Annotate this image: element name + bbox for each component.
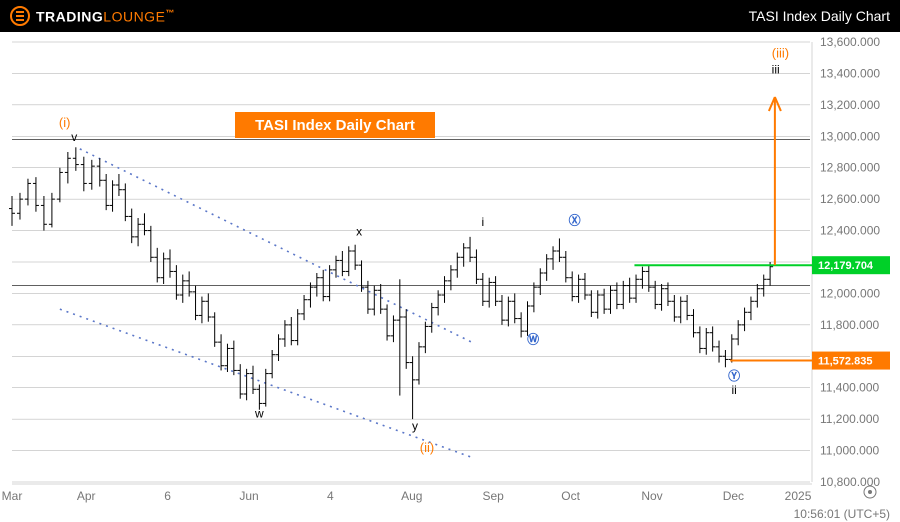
logo-icon xyxy=(10,6,30,26)
x-tick-label: 2025 xyxy=(785,489,812,503)
wave-label: (iii) xyxy=(772,46,789,61)
y-tick-label: 12,600.000 xyxy=(820,192,880,206)
wave-label: x xyxy=(356,224,362,238)
wave-label: v xyxy=(71,130,77,144)
x-tick-label: Oct xyxy=(561,489,580,503)
y-tick-label: 12,400.000 xyxy=(820,224,880,238)
svg-text:12,179.704: 12,179.704 xyxy=(818,260,874,272)
y-tick-label: 12,800.000 xyxy=(820,161,880,175)
y-tick-label: 11,400.000 xyxy=(820,381,879,395)
x-tick-label: Nov xyxy=(641,489,662,503)
x-tick-label: Jun xyxy=(239,489,258,503)
channel-upper xyxy=(80,149,475,344)
wave-label: iii xyxy=(772,62,780,76)
y-tick-label: 12,000.000 xyxy=(820,286,880,300)
wave-label: (ii) xyxy=(420,440,434,455)
x-tick-label: Dec xyxy=(723,489,744,503)
wave-label: y xyxy=(412,419,418,433)
wave-label: Ⓨ xyxy=(728,368,740,383)
chart-area[interactable]: 10,800.000 11,000.000 11,200.000 11,400.000… xyxy=(0,32,900,522)
y-tick-label: 11,800.000 xyxy=(820,318,879,332)
svg-text:11,572.835: 11,572.835 xyxy=(818,356,872,368)
wave-label: Ⓦ xyxy=(527,332,539,347)
x-tick-label: Aug xyxy=(401,489,422,503)
wave-label: Ⓧ xyxy=(569,212,581,227)
brand-text: TRADINGLOUNGE™ xyxy=(36,8,175,25)
brand-logo: TRADINGLOUNGE™ xyxy=(10,6,175,26)
header-title: TASI Index Daily Chart xyxy=(749,8,890,24)
y-tick-label: 10,800.000 xyxy=(820,475,880,489)
y-tick-label: 11,200.000 xyxy=(820,412,879,426)
chart-title: TASI Index Daily Chart xyxy=(255,117,415,134)
wave-label: w xyxy=(254,407,264,421)
header-bar: TRADINGLOUNGE™ TASI Index Daily Chart xyxy=(0,0,900,32)
wave-label: (i) xyxy=(59,115,71,130)
x-tick-label: Apr xyxy=(77,489,96,503)
x-tick-label: Sep xyxy=(483,489,505,503)
x-tick-label: 4 xyxy=(327,489,334,503)
y-tick-label: 13,400.000 xyxy=(820,66,880,80)
y-tick-label: 13,200.000 xyxy=(820,98,880,112)
x-tick-label: Mar xyxy=(2,489,23,503)
wave-label: i xyxy=(481,215,484,229)
y-tick-label: 11,000.000 xyxy=(820,444,879,458)
x-tick-label: 6 xyxy=(164,489,171,503)
y-tick-label: 13,000.000 xyxy=(820,129,880,143)
clock-label: 10:56:01 (UTC+5) xyxy=(794,507,890,521)
wave-label: ii xyxy=(732,383,737,397)
y-tick-label: 13,600.000 xyxy=(820,35,880,49)
